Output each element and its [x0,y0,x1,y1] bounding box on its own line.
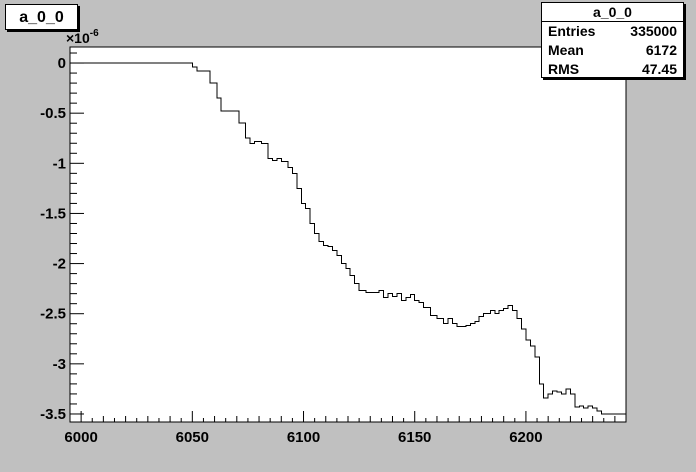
y-axis: 0 -0.5 -1 -1.5 -2 -2.5 -3 -3.5 [40,52,84,423]
stats-row-mean: Mean 6172 [542,41,683,60]
stats-label: RMS [548,61,580,77]
stats-value: 47.45 [641,61,677,77]
y-tick-label: -2 [53,256,66,273]
y-tick-label: -1 [53,155,66,172]
stats-label: Mean [548,42,584,58]
stats-row-entries: Entries 335000 [542,22,683,41]
x-tick-label: 6200 [509,429,542,446]
series-group [70,62,626,415]
stats-label: Entries [548,23,596,39]
x-tick-label: 6150 [398,429,431,446]
x-tick-label: 6000 [64,429,97,446]
histogram-title: a_0_0 [5,4,78,30]
series-line [70,62,626,415]
stats-box: a_0_0 Entries 335000 Mean 6172 RMS 47.45 [541,2,684,78]
stats-value: 335000 [630,23,677,39]
y-tick-label: -2.5 [40,306,66,323]
y-tick-label: -1.5 [40,205,66,222]
stats-row-rms: RMS 47.45 [542,60,683,79]
y-tick-label: -0.5 [40,105,66,122]
y-tick-label: 0 [58,55,66,72]
plot-frame [69,46,627,423]
y-tick-label: -3.5 [40,406,66,423]
x-tick-label: 6100 [287,429,320,446]
stats-title: a_0_0 [542,3,683,22]
y-tick-label: -3 [53,356,66,373]
x-tick-label: 6050 [176,429,209,446]
x-axis: 6000 6050 6100 6150 6200 [64,411,627,446]
stats-value: 6172 [645,42,677,58]
y-exponent-label: ×10-6 [66,28,99,46]
